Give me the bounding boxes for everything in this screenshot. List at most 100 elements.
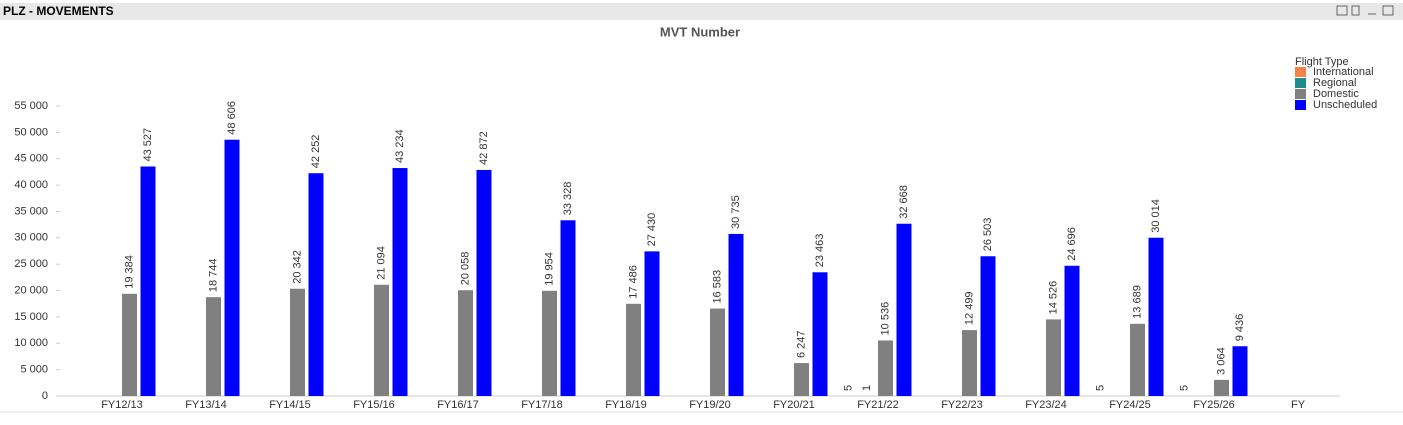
y-tick-label: 30 000	[14, 232, 48, 244]
data-label: 5	[1094, 385, 1106, 391]
y-tick-label: 20 000	[14, 284, 48, 296]
data-label: 9 436	[1234, 314, 1246, 342]
data-label: 5	[842, 385, 854, 391]
bar	[728, 233, 744, 396]
bar	[206, 297, 221, 396]
legend-swatch	[1295, 89, 1306, 99]
bar	[812, 272, 828, 396]
data-label: 1	[861, 385, 873, 391]
x-tick-label: FY	[1291, 399, 1306, 411]
legend-label: Regional	[1313, 77, 1356, 89]
data-label: 17 486	[627, 265, 639, 299]
legend-label: International	[1313, 66, 1374, 78]
data-label: 13 689	[1131, 285, 1143, 319]
y-tick-label: 15 000	[14, 311, 48, 323]
data-label: 21 094	[375, 246, 387, 280]
bar	[626, 303, 641, 396]
x-tick-label: FY13/14	[185, 399, 227, 411]
bar	[1064, 265, 1080, 396]
bar	[224, 139, 240, 397]
legend-label: Domestic	[1313, 88, 1359, 100]
y-tick-label: 25 000	[14, 258, 48, 270]
data-label: 48 606	[226, 101, 238, 135]
header-title: PLZ - MOVEMENTS	[3, 4, 114, 18]
bar	[962, 330, 977, 396]
bar	[1148, 237, 1164, 396]
data-label: 5	[1178, 385, 1190, 391]
y-tick-label: 55 000	[14, 100, 48, 112]
data-label: 20 342	[291, 250, 303, 284]
legend-title: Flight Type	[1295, 56, 1349, 68]
data-label: 14 526	[1047, 281, 1059, 315]
bar	[1046, 319, 1061, 396]
bar	[560, 220, 576, 396]
x-tick-label: FY17/18	[521, 399, 563, 411]
data-label: 24 696	[1066, 227, 1078, 261]
y-tick-label: 35 000	[14, 205, 48, 217]
x-tick-label: FY21/22	[857, 399, 899, 411]
x-tick-label: FY22/23	[941, 399, 983, 411]
data-label: 20 058	[459, 252, 471, 286]
data-label: 33 328	[562, 182, 574, 216]
bar	[308, 173, 324, 396]
bar	[1130, 323, 1145, 396]
bar	[794, 363, 809, 396]
bar	[140, 166, 156, 396]
data-label: 10 536	[879, 302, 891, 336]
x-tick-label: FY25/26	[1193, 399, 1235, 411]
bar	[290, 288, 305, 396]
chart-title: MVT Number	[660, 24, 740, 39]
x-tick-label: FY14/15	[269, 399, 311, 411]
data-label: 32 668	[898, 185, 910, 219]
data-label: 23 463	[814, 234, 826, 268]
data-label: 18 744	[207, 259, 219, 293]
bar	[542, 290, 557, 396]
bar	[374, 284, 389, 396]
data-label: 30 014	[1150, 199, 1162, 233]
x-tick-label: FY15/16	[353, 399, 395, 411]
data-label: 42 872	[478, 131, 490, 165]
legend-label: Unscheduled	[1313, 99, 1377, 111]
data-label: 27 430	[646, 213, 658, 247]
bar	[710, 308, 725, 396]
bar	[1232, 346, 1248, 396]
data-label: 43 234	[394, 129, 406, 163]
data-label: 19 384	[123, 255, 135, 289]
y-tick-label: 40 000	[14, 179, 48, 191]
x-tick-label: FY18/19	[605, 399, 647, 411]
bar	[1214, 379, 1229, 396]
data-label: 43 527	[142, 128, 154, 162]
data-label: 30 735	[730, 195, 742, 229]
bar	[122, 293, 137, 396]
x-tick-label: FY20/21	[773, 399, 815, 411]
bar	[644, 251, 660, 396]
data-label: 6 247	[795, 331, 807, 359]
window-icons[interactable]	[1336, 5, 1394, 16]
y-tick-label: 10 000	[14, 337, 48, 349]
data-label: 26 503	[982, 218, 994, 252]
bar	[896, 223, 912, 396]
x-tick-label: FY24/25	[1109, 399, 1151, 411]
data-label: 42 252	[310, 135, 322, 169]
x-tick-label: FY16/17	[437, 399, 479, 411]
bar	[878, 340, 893, 396]
x-tick-label: FY23/24	[1025, 399, 1067, 411]
header-bar	[0, 3, 1403, 20]
bar	[458, 290, 473, 396]
data-label: 19 954	[543, 252, 555, 286]
legend-swatch	[1295, 67, 1306, 77]
x-tick-label: FY12/13	[101, 399, 143, 411]
y-tick-label: 45 000	[14, 153, 48, 165]
data-label: 3 064	[1215, 347, 1227, 375]
y-tick-label: 0	[42, 390, 48, 402]
data-label: 16 583	[711, 270, 723, 304]
y-tick-label: 50 000	[14, 126, 48, 138]
bar	[980, 256, 996, 396]
x-tick-label: FY19/20	[689, 399, 731, 411]
y-tick-label: 5 000	[20, 364, 48, 376]
legend-swatch	[1295, 100, 1306, 110]
data-label: 12 499	[963, 291, 975, 325]
bar	[392, 168, 408, 396]
